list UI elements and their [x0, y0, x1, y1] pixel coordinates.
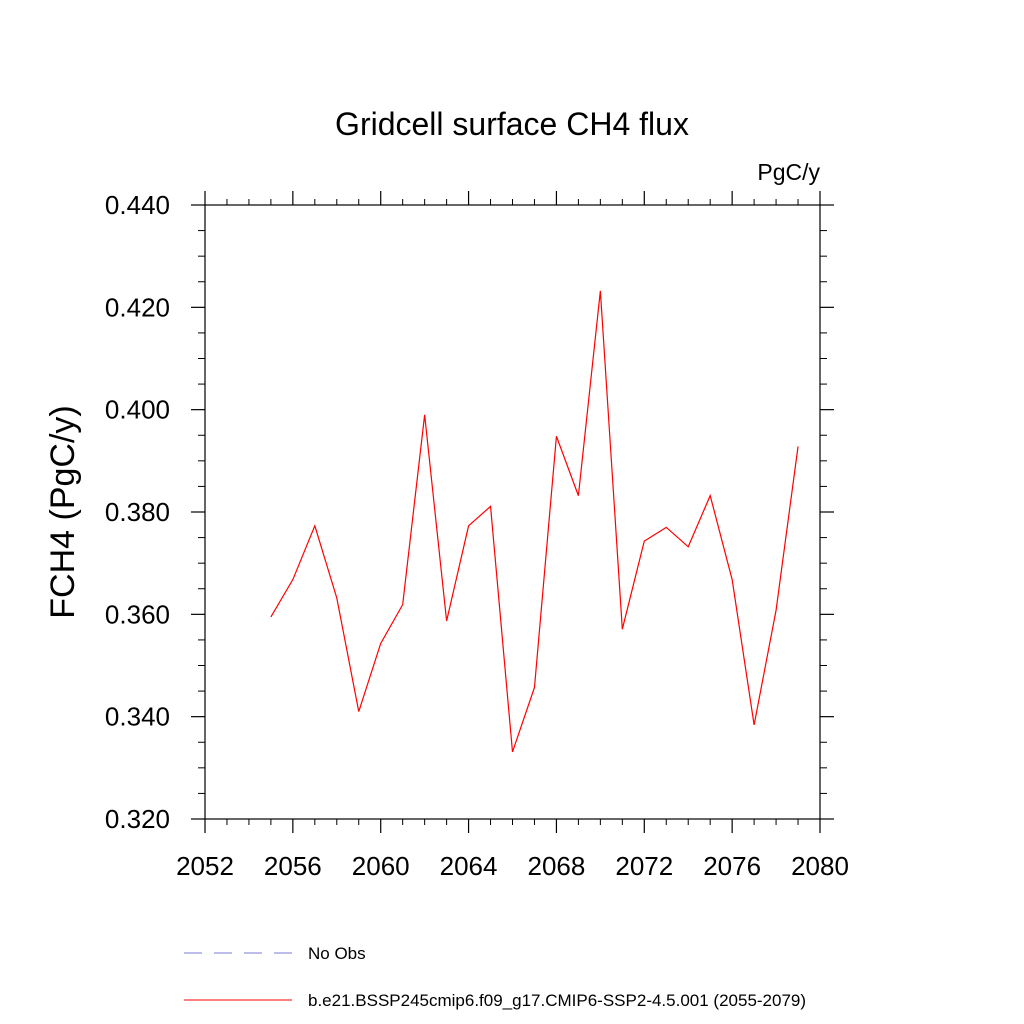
- y-tick-label: 0.360: [105, 599, 170, 629]
- y-tick-label: 0.440: [105, 190, 170, 220]
- y-tick-labels: 0.320 0.340 0.360 0.380 0.400 0.420 0.440: [105, 190, 170, 834]
- x-tick-label: 2060: [352, 851, 410, 881]
- x-tick-label: 2076: [703, 851, 761, 881]
- x-tick-label: 2080: [791, 851, 849, 881]
- series-lines: [270, 290, 799, 753]
- x-tick-label: 2052: [176, 851, 234, 881]
- y-axis-label: FCH4 (PgC/y): [44, 405, 82, 618]
- legend: No Obs b.e21.BSSP245cmip6.f09_g17.CMIP6-S…: [184, 944, 806, 1010]
- chart-title: Gridcell surface CH4 flux: [335, 106, 689, 142]
- y-tick-label: 0.380: [105, 497, 170, 527]
- axis-ticks: [191, 191, 834, 833]
- x-tick-labels: 2052 2056 2060 2064 2068 2072 2076 2080: [176, 851, 849, 881]
- x-tick-label: 2072: [615, 851, 673, 881]
- x-tick-label: 2064: [440, 851, 498, 881]
- series-line: [270, 290, 799, 753]
- x-tick-label: 2056: [264, 851, 322, 881]
- x-tick-label: 2068: [528, 851, 586, 881]
- units-label: PgC/y: [757, 159, 820, 185]
- legend-label: No Obs: [308, 944, 366, 963]
- y-tick-label: 0.400: [105, 395, 170, 425]
- y-tick-label: 0.420: [105, 292, 170, 322]
- y-tick-label: 0.340: [105, 702, 170, 732]
- plot-frame: [204, 204, 821, 820]
- legend-label: b.e21.BSSP245cmip6.f09_g17.CMIP6-SSP2-4.…: [308, 991, 806, 1010]
- y-tick-label: 0.320: [105, 804, 170, 834]
